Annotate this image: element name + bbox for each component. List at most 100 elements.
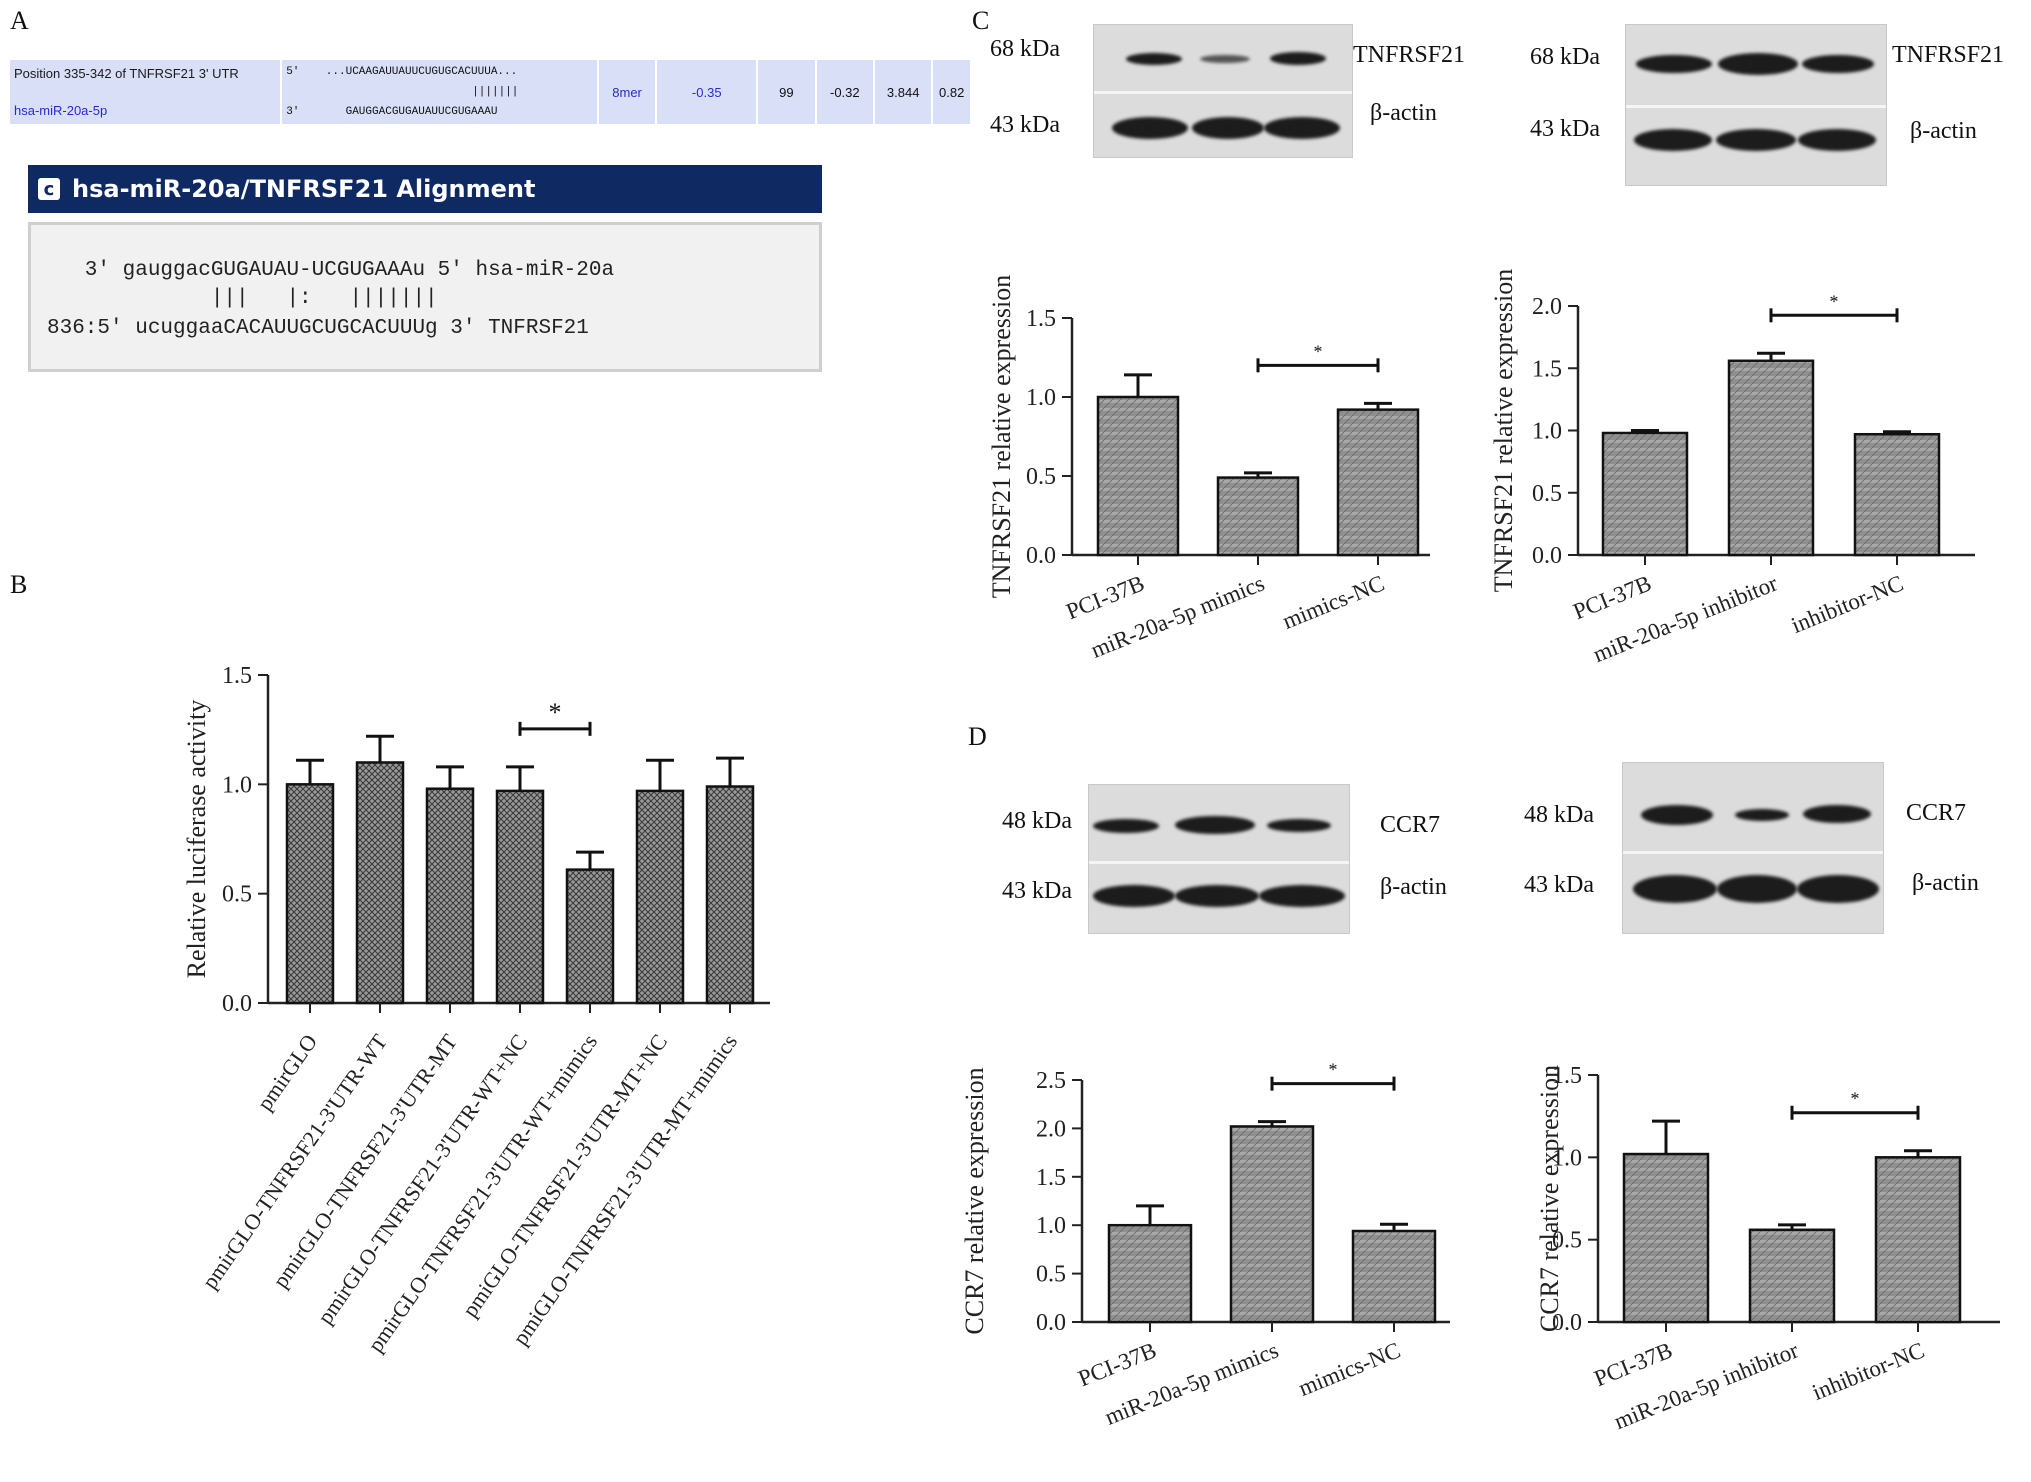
chart-c-left-tick-label: 0.5 xyxy=(1026,464,1056,490)
blot-d-left-top-name: CCR7 xyxy=(1380,812,1441,838)
blot-d-left-bot-name: β-actin xyxy=(1380,874,1447,900)
band xyxy=(1803,805,1871,823)
chart-c-left-bar xyxy=(1216,476,1300,557)
targetscan-mirna: hsa-miR-20a-5p xyxy=(14,103,108,118)
chart-c-left-bar xyxy=(1336,408,1420,557)
chart-b-bar xyxy=(285,783,335,1005)
chart-c-left-y-label: TNFRSF21 relative expression xyxy=(987,275,1016,599)
chart-c-right-significance-label: * xyxy=(1830,291,1839,311)
band xyxy=(1633,875,1717,903)
panel-label-c: C xyxy=(972,6,990,35)
blot-d-left-bot-kda: 43 kDa xyxy=(1002,878,1072,904)
chart-d-left-y-label: CCR7 relative expression xyxy=(960,1067,989,1334)
chart-d-right-y-label: CCR7 relative expression xyxy=(1535,1065,1564,1332)
chart-d-left-tick-label: 2.0 xyxy=(1036,1116,1066,1142)
band xyxy=(1634,129,1712,151)
chart-c-right-bar xyxy=(1727,359,1815,557)
chart-d-right-bar xyxy=(1748,1228,1836,1324)
band xyxy=(1126,53,1182,65)
mir-prime: 3' xyxy=(286,106,300,118)
blot-c-right-bot-name: β-actin xyxy=(1910,118,1977,144)
chart-d-left-category-label: PCI-37B xyxy=(1075,1337,1160,1391)
chart-b-bar xyxy=(565,868,615,1005)
chart-b-tick-label: 0.0 xyxy=(222,991,252,1017)
utr-prime: 5' xyxy=(286,66,300,78)
chart-b-y-label: Relative luciferase activity xyxy=(182,700,211,979)
blot-c-right-bot-kda: 43 kDa xyxy=(1530,116,1600,142)
blot-c-left-top-kda: 68 kDa xyxy=(990,36,1060,62)
chart-c-left-tick-label: 1.0 xyxy=(1026,385,1056,411)
targetscan-result-row: Position 335-342 of TNFRSF21 3' UTR hsa-… xyxy=(10,60,970,124)
band xyxy=(1112,117,1188,139)
band xyxy=(1200,55,1250,63)
blot-c-left-image xyxy=(1093,24,1353,158)
band xyxy=(1270,52,1326,65)
logo-icon: c xyxy=(38,178,60,200)
chart-c-left-tick-label: 0.0 xyxy=(1026,543,1056,569)
chart-d-left-bar xyxy=(1229,1125,1315,1324)
chart-b-category-label: pmirGLO xyxy=(252,1030,322,1115)
chart-b-bar xyxy=(495,789,545,1005)
band xyxy=(1636,55,1712,73)
chart-d-left-tick-label: 0.5 xyxy=(1036,1262,1066,1288)
chart-b-significance-label: * xyxy=(549,698,562,727)
context-score: -0.35 xyxy=(657,60,759,124)
chart-c-right-tick-label: 1.5 xyxy=(1532,356,1562,382)
band xyxy=(1641,805,1713,825)
band xyxy=(1175,885,1259,907)
chart-d-right-significance-label: * xyxy=(1851,1089,1860,1109)
chart-c-left-significance-label: * xyxy=(1314,341,1323,361)
chart-c-left-tick-label: 1.5 xyxy=(1026,306,1056,332)
chart-d-left-tick-label: 1.0 xyxy=(1036,1213,1066,1239)
chart-d-right-bar xyxy=(1622,1152,1710,1324)
alignment-mirna-line: 3' gauggacGUGAUAU-UCGUGAAAu 5' hsa-miR-2… xyxy=(47,259,615,282)
blot-c-left-bot-name: β-actin xyxy=(1370,100,1437,126)
band xyxy=(1175,816,1255,834)
chart-c-left-category-label: mimics-NC xyxy=(1279,570,1388,633)
alignment-pairing-line: ||| |: ||||||| xyxy=(47,287,438,310)
context-percentile: 99 xyxy=(758,60,817,124)
mir-sequence: GAUGGACGUGAUAUUCGUGAAAU xyxy=(345,106,498,118)
chart-d-left-bar xyxy=(1351,1229,1437,1324)
weighted-context-score: -0.32 xyxy=(817,60,875,124)
band xyxy=(1798,129,1876,151)
band xyxy=(1267,819,1331,832)
chart-c-right-tick-label: 2.0 xyxy=(1532,294,1562,320)
chart-d-left-tick-label: 2.5 xyxy=(1036,1068,1066,1094)
chart-d-right-tick-label: 1.0 xyxy=(1552,1145,1582,1171)
chart-d-right-tick-label: 1.5 xyxy=(1552,1063,1582,1089)
band xyxy=(1718,53,1798,75)
band xyxy=(1735,809,1789,821)
chart-c-right-category-label: PCI-37B xyxy=(1570,570,1655,624)
chart-b-bar xyxy=(355,761,405,1005)
blot-c-right-top-name: TNFRSF21 xyxy=(1892,42,2005,68)
chart-b-tick-label: 1.0 xyxy=(222,772,252,798)
chart-d-left-bar xyxy=(1107,1223,1193,1324)
alignment-target-line: 836:5' ucuggaaCACAUUGCUGCACUUUg 3' TNFRS… xyxy=(47,317,589,340)
utr-sequence: ...UCAAGAUUAUUCUGUGCACUUUA... xyxy=(325,66,518,78)
chart-c-left-bar xyxy=(1096,395,1180,557)
blot-c-right-image xyxy=(1625,24,1887,186)
band xyxy=(1716,129,1796,151)
targetscan-position: Position 335-342 of TNFRSF21 3' UTR xyxy=(14,66,239,81)
band xyxy=(1717,875,1797,903)
band xyxy=(1192,117,1264,139)
blot-d-right-image xyxy=(1622,762,1884,934)
chart-c-right-bar xyxy=(1601,431,1689,557)
panel-label-d: D xyxy=(968,722,987,751)
chart-b-bar xyxy=(635,789,685,1005)
blot-d-right-bot-kda: 43 kDa xyxy=(1524,872,1594,898)
chart-c-right-tick-label: 0.5 xyxy=(1532,481,1562,507)
chart-d-right-bar xyxy=(1874,1156,1962,1324)
chart-c-right-tick-label: 1.0 xyxy=(1532,419,1562,445)
blot-d-right-bot-name: β-actin xyxy=(1912,870,1979,896)
band xyxy=(1093,885,1175,907)
chart-d-right-tick-label: 0.0 xyxy=(1552,1310,1582,1336)
chart-d-left-tick-label: 1.5 xyxy=(1036,1165,1066,1191)
band xyxy=(1802,55,1874,73)
blot-c-right-top-kda: 68 kDa xyxy=(1530,44,1600,70)
band xyxy=(1093,819,1159,833)
band xyxy=(1259,885,1345,907)
miranda-title: hsa-miR-20a/TNFRSF21 Alignment xyxy=(72,175,536,203)
chart-c-right-tick-label: 0.0 xyxy=(1532,543,1562,569)
